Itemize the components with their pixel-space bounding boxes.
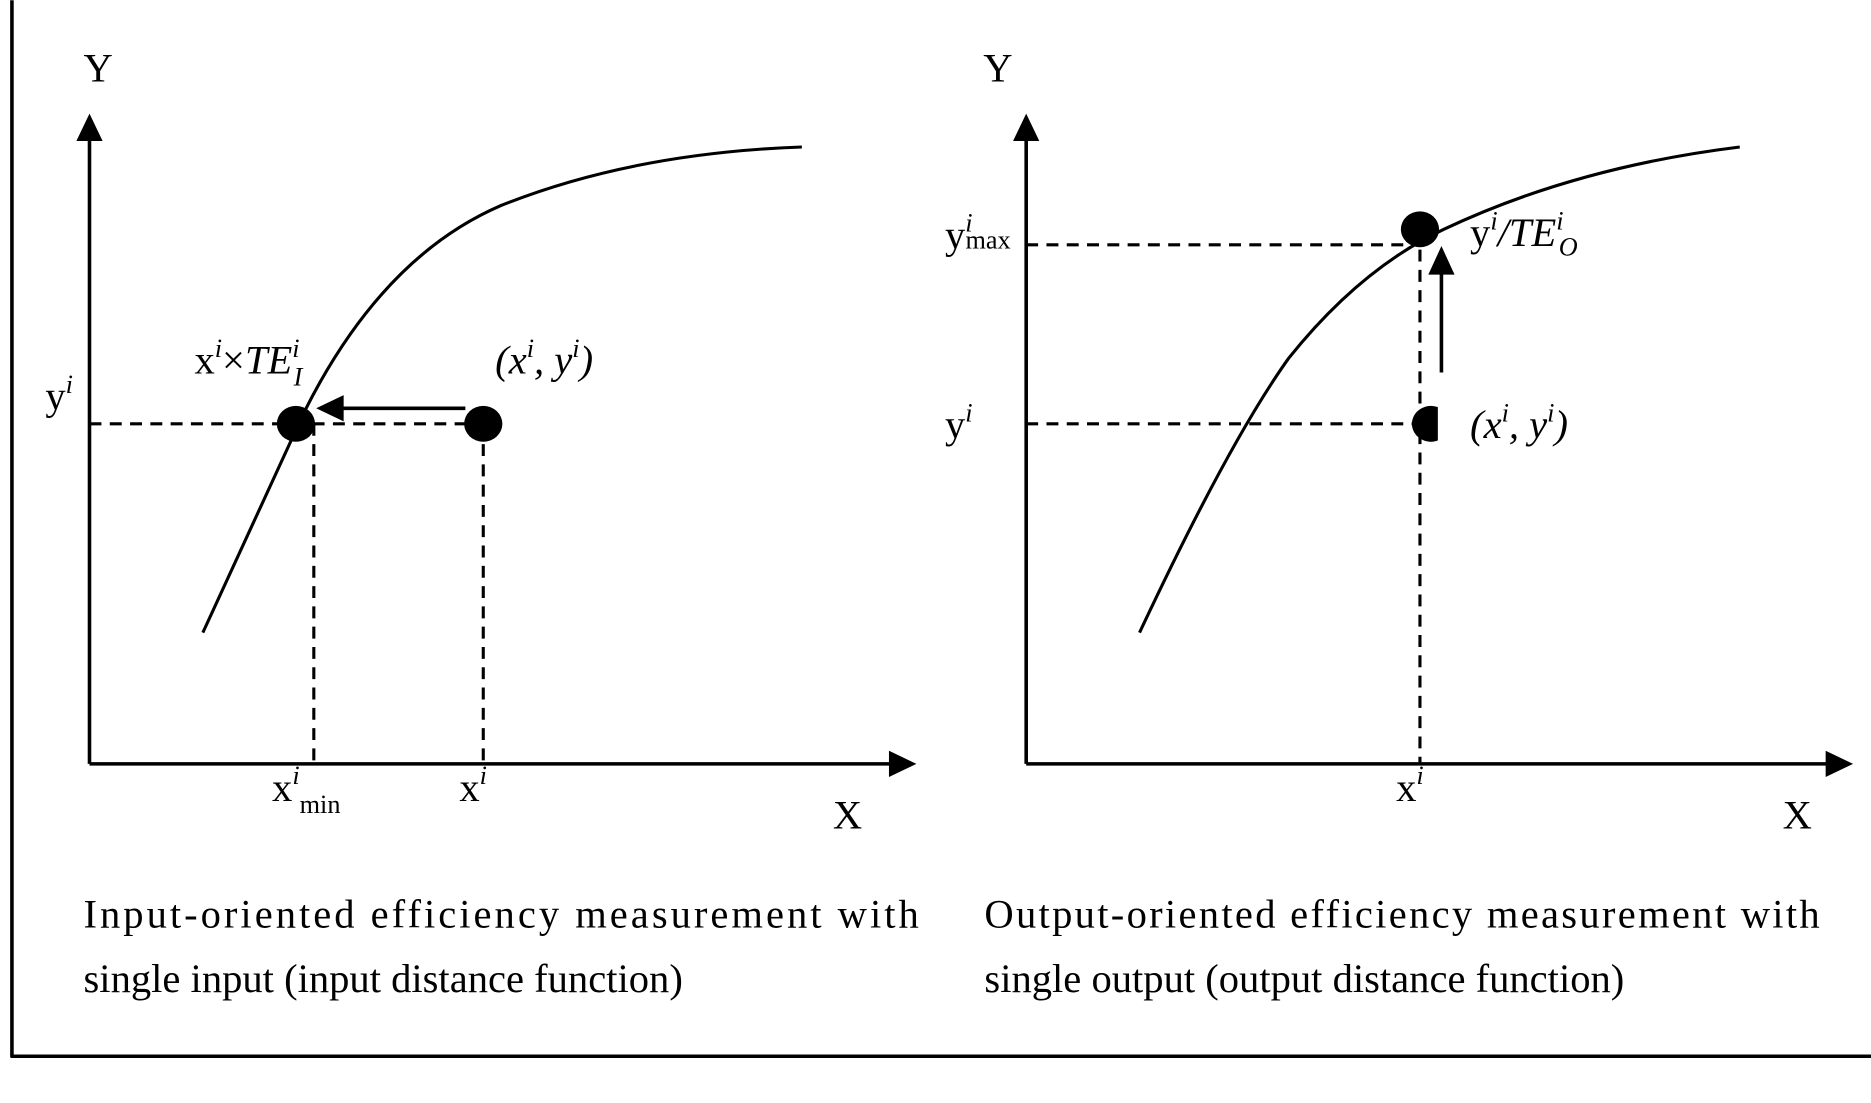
frontier-point [276, 405, 316, 442]
y-axis-arrow-icon [76, 113, 103, 142]
caption-line-1: Input-oriented efficiency measurement wi… [84, 891, 919, 936]
arrow-head-left-icon [316, 395, 344, 422]
x-tick-xi: xi [1396, 761, 1424, 810]
x-axis-arrow-icon [888, 750, 917, 778]
x-axis-label: X [833, 792, 862, 837]
x-axis-label: X [1783, 792, 1812, 837]
y-axis-arrow-icon [1013, 113, 1040, 142]
observed-point [464, 405, 503, 442]
y-axis-label: Y [84, 45, 113, 90]
caption-line-1: Output-oriented efficiency measurement w… [984, 891, 1819, 936]
caption-line-2: single output (output distance function) [984, 956, 1624, 1001]
y-tick-yi: yi [45, 370, 73, 419]
x-tick-ximin: ximin [272, 761, 340, 819]
y-tick-yimax: yi max [945, 209, 1011, 258]
x-tick-xi: xi [459, 761, 487, 810]
arrow-head-up-icon [1428, 246, 1455, 275]
y-tick-yi: yi [945, 398, 973, 447]
frontier-point-label: xi×TEi I [194, 334, 303, 392]
input-oriented-panel: Y X yi xi×TEi I (xi, yi) ximin xi Input-o… [45, 45, 918, 1000]
observed-point-label: (xi, yi) [1470, 398, 1568, 447]
observed-point-label: (xi, yi) [495, 334, 593, 383]
output-oriented-panel: Y X yi max yi yi/TEi O (xi, yi) xi Output-… [945, 45, 1854, 1001]
observed-point [1411, 405, 1438, 442]
production-frontier-curve [1138, 145, 1740, 634]
x-axis-arrow-icon [1825, 750, 1854, 778]
frontier-point [1400, 211, 1440, 248]
caption-line-2: single input (input distance function) [84, 956, 683, 1001]
y-axis-label: Y [983, 45, 1012, 90]
production-frontier-curve [201, 145, 802, 634]
frontier-point-label: yi/TEi O [1470, 206, 1578, 261]
